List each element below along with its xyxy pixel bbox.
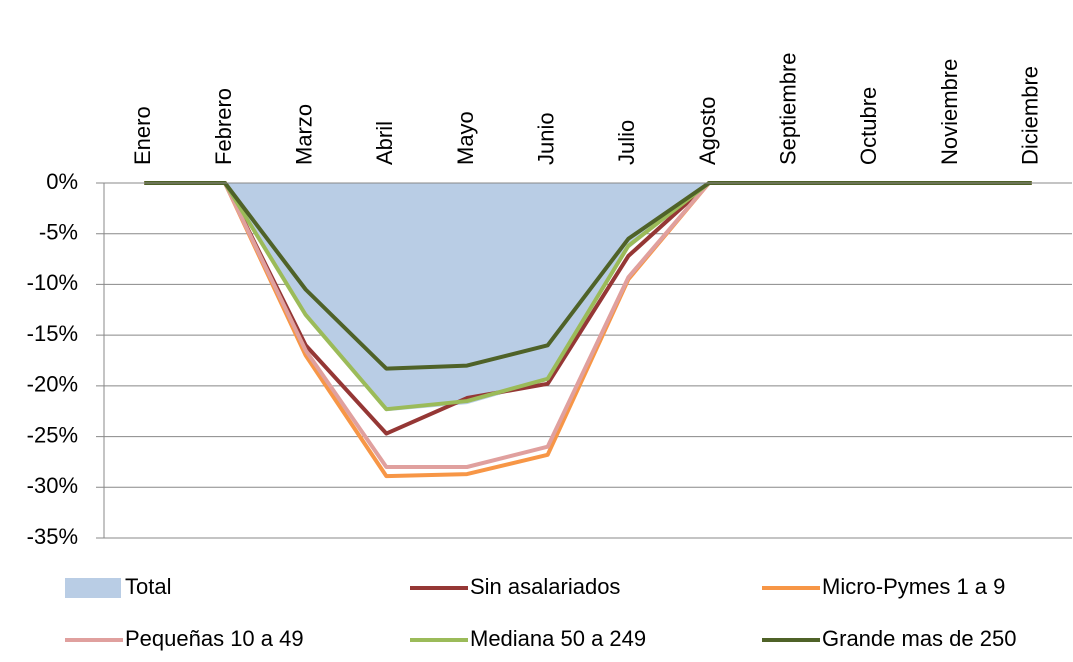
- legend-label: Pequeñas 10 a 49: [125, 626, 304, 651]
- legend-swatch: [65, 578, 121, 598]
- y-tick-label: -30%: [27, 473, 78, 498]
- x-tick-label: Septiembre: [775, 52, 800, 165]
- x-tick-label: Enero: [130, 106, 155, 165]
- y-tick-label: -15%: [27, 321, 78, 346]
- y-tick-label: -35%: [27, 524, 78, 549]
- x-tick-label: Febrero: [211, 88, 236, 165]
- x-tick-label: Noviembre: [937, 59, 962, 165]
- y-tick-label: -20%: [27, 372, 78, 397]
- x-tick-label: Junio: [533, 112, 558, 165]
- x-tick-label: Octubre: [856, 87, 881, 165]
- y-tick-label: 0%: [46, 169, 78, 194]
- x-tick-label: Julio: [614, 120, 639, 165]
- y-tick-label: -10%: [27, 270, 78, 295]
- y-tick-label: -25%: [27, 422, 78, 447]
- legend-label: Total: [125, 574, 171, 599]
- legend-label: Mediana 50 a 249: [470, 626, 646, 651]
- legend-label: Micro-Pymes 1 a 9: [822, 574, 1005, 599]
- x-tick-label: Diciembre: [1017, 66, 1042, 165]
- x-tick-label: Abril: [372, 121, 397, 165]
- y-tick-label: -5%: [39, 220, 78, 245]
- legend-label: Grande mas de 250: [822, 626, 1016, 651]
- area: [144, 183, 1032, 412]
- x-tick-label: Agosto: [695, 97, 720, 166]
- legend-label: Sin asalariados: [470, 574, 620, 599]
- x-tick-label: Marzo: [291, 104, 316, 165]
- x-tick-label: Mayo: [453, 111, 478, 165]
